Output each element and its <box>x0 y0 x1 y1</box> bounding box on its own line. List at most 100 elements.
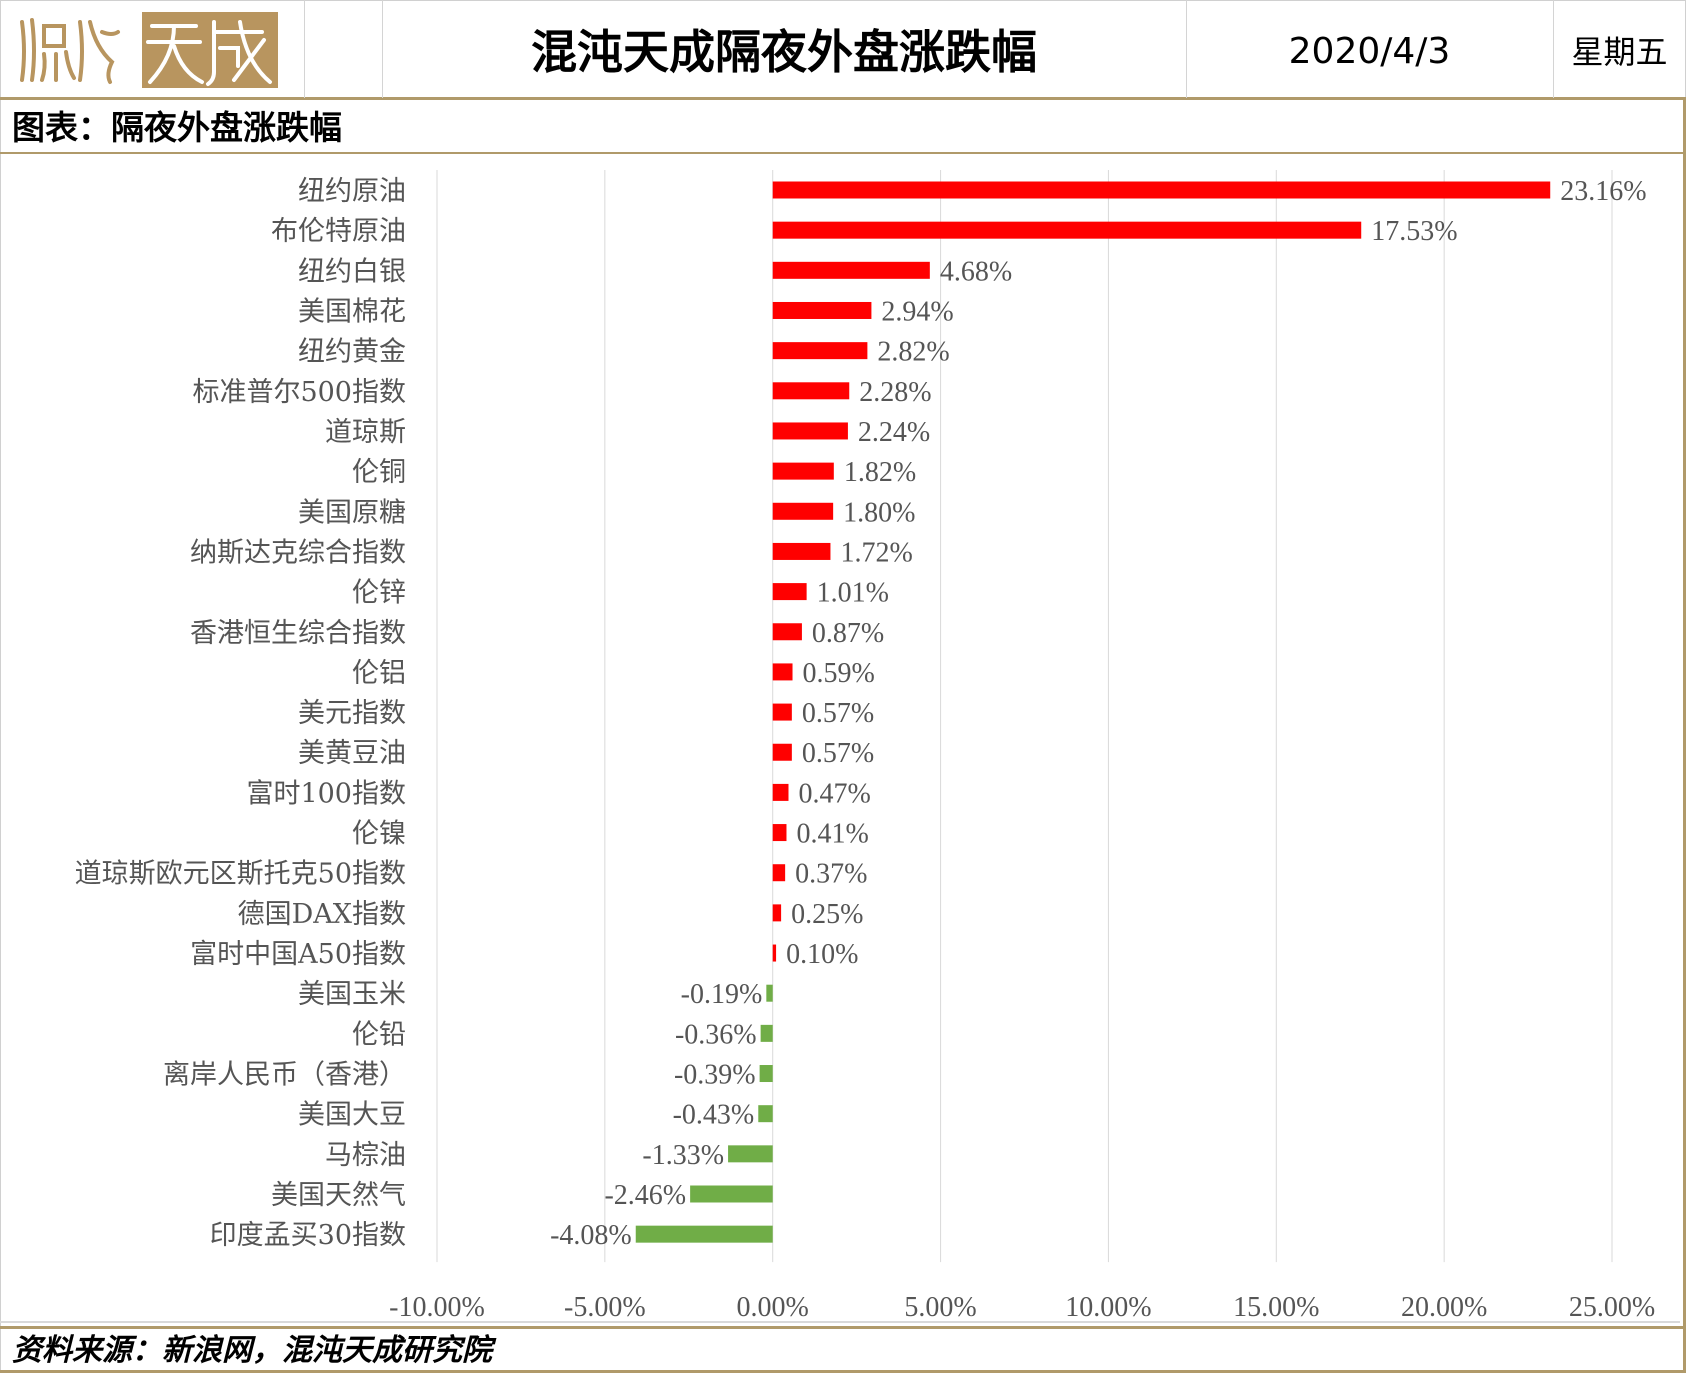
bar <box>772 221 1362 239</box>
data-label: -4.08% <box>550 1220 632 1251</box>
data-label: 17.53% <box>1371 216 1457 247</box>
category-label: 纳斯达克综合指数 <box>190 537 406 568</box>
x-tick-label: 10.00% <box>1065 1292 1151 1323</box>
bar <box>772 342 868 360</box>
bar <box>772 301 872 319</box>
bar <box>759 1065 773 1083</box>
data-label: 0.87% <box>812 618 884 649</box>
category-label: 德国DAX指数 <box>238 899 406 930</box>
data-label: 1.82% <box>844 457 916 488</box>
category-label: 印度孟买30指数 <box>210 1220 406 1251</box>
header-divider <box>1553 0 1554 98</box>
data-label: 0.59% <box>803 658 875 689</box>
category-label: 道琼斯欧元区斯托克50指数 <box>75 859 406 890</box>
bar <box>772 623 802 641</box>
data-label: 0.37% <box>795 859 867 890</box>
data-label: 1.01% <box>817 578 889 609</box>
category-label: 香港恒生综合指数 <box>190 618 406 649</box>
data-label: 1.72% <box>840 537 912 568</box>
data-label: 2.24% <box>858 417 930 448</box>
category-label: 富时100指数 <box>246 778 406 809</box>
right-border <box>1683 100 1686 1373</box>
data-label: -0.43% <box>673 1100 755 1131</box>
data-label: 2.28% <box>859 377 931 408</box>
bar <box>772 502 834 520</box>
category-label: 美国原糖 <box>298 497 406 528</box>
header-divider <box>382 0 383 98</box>
data-label: -0.19% <box>681 979 763 1010</box>
bar <box>772 382 850 400</box>
category-label: 富时中国A50指数 <box>190 939 406 970</box>
x-tick-label: 20.00% <box>1401 1292 1487 1323</box>
data-label: -0.36% <box>675 1019 757 1050</box>
data-label: 2.82% <box>877 337 949 368</box>
category-label: 标准普尔500指数 <box>192 377 406 408</box>
data-label: 2.94% <box>881 296 953 327</box>
category-label: 纽约原油 <box>298 176 406 207</box>
x-tick-label: 15.00% <box>1233 1292 1319 1323</box>
data-label: -2.46% <box>604 1180 686 1211</box>
bar <box>690 1185 773 1203</box>
data-label: 0.47% <box>798 778 870 809</box>
bar <box>766 984 773 1002</box>
bar <box>772 944 777 962</box>
x-tick-label: 25.00% <box>1569 1292 1655 1323</box>
bar <box>772 904 782 922</box>
data-label: 4.68% <box>940 256 1012 287</box>
bar <box>772 864 786 882</box>
data-label: -1.33% <box>642 1140 724 1171</box>
category-label: 伦铝 <box>352 658 406 689</box>
category-label: 道琼斯 <box>325 417 406 448</box>
x-tick-label: -5.00% <box>564 1292 646 1323</box>
category-label: 伦铅 <box>352 1019 406 1050</box>
category-label: 纽约黄金 <box>298 337 406 368</box>
category-label: 美国大豆 <box>298 1100 406 1131</box>
category-label: 离岸人民币（香港） <box>163 1060 406 1091</box>
category-label: 美黄豆油 <box>298 738 406 769</box>
x-tick-label: 0.00% <box>737 1292 809 1323</box>
data-label: 1.80% <box>843 497 915 528</box>
category-label: 伦锌 <box>352 578 406 609</box>
bar <box>635 1225 773 1243</box>
data-label: 0.25% <box>791 899 863 930</box>
category-label: 伦铜 <box>352 457 406 488</box>
header-divider <box>1186 0 1187 98</box>
bar <box>772 783 789 801</box>
category-label: 美国天然气 <box>271 1180 406 1211</box>
report-title: 混沌天成隔夜外盘涨跌幅 <box>531 25 1037 79</box>
bar <box>772 663 793 681</box>
chart-subtitle: 图表：隔夜外盘涨跌幅 <box>0 100 1686 154</box>
bar <box>772 422 848 440</box>
data-label: 0.10% <box>786 939 858 970</box>
bar <box>772 181 1551 199</box>
bar <box>772 743 792 761</box>
bar <box>772 583 807 601</box>
bar <box>772 462 834 480</box>
data-label: -0.39% <box>674 1060 756 1091</box>
x-tick-label: -10.00% <box>389 1292 485 1323</box>
category-label: 马棕油 <box>325 1140 406 1171</box>
company-logo <box>14 12 278 88</box>
bar <box>772 261 930 279</box>
data-label: 0.41% <box>796 819 868 850</box>
data-label: 23.16% <box>1560 176 1646 207</box>
category-label: 布伦特原油 <box>271 216 406 247</box>
bar <box>772 824 787 842</box>
bar <box>760 1024 773 1042</box>
category-label: 伦镍 <box>352 819 406 850</box>
bar <box>758 1105 773 1123</box>
category-label: 美元指数 <box>298 698 406 729</box>
bar <box>728 1145 773 1163</box>
data-label: 0.57% <box>802 698 874 729</box>
category-label: 纽约白银 <box>298 256 406 287</box>
header: 混沌天成隔夜外盘涨跌幅 2020/4/3 星期五 <box>0 0 1686 100</box>
header-divider <box>304 0 305 98</box>
x-tick-label: 5.00% <box>904 1292 976 1323</box>
report-date: 2020/4/3 <box>1288 31 1451 72</box>
bar-chart: -10.00% -5.00% 0.00% 5.00% 10.00% 15.00% 20.00… <box>0 170 1680 1323</box>
source-footer: 资料来源：新浪网，混沌天成研究院 <box>0 1326 1686 1373</box>
category-label: 美国玉米 <box>298 979 406 1010</box>
report-weekday: 星期五 <box>1571 33 1668 71</box>
bar <box>772 542 831 560</box>
category-label: 美国棉花 <box>298 296 406 327</box>
